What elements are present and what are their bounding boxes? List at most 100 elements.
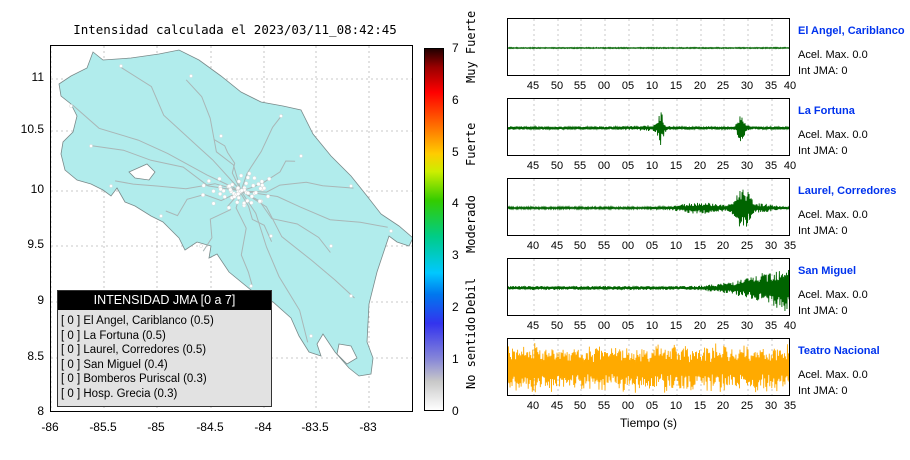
colorbar-label: No sentido — [459, 317, 483, 389]
map-y-tick: 9.5 — [27, 237, 44, 251]
time-tick: 10 — [669, 240, 683, 252]
colorbar-tick: 5 — [452, 144, 459, 159]
time-tick: 10 — [645, 160, 659, 172]
map-y-tick: 10 — [30, 182, 44, 196]
seismogram-trace — [508, 179, 789, 235]
legend-item: [ 0 ] Bomberos Puriscal (0.3) — [61, 373, 207, 385]
time-tick: 45 — [550, 400, 564, 412]
time-tick: 55 — [597, 400, 611, 412]
time-tick: 30 — [764, 400, 778, 412]
time-tick: 25 — [716, 320, 730, 332]
time-tick: 15 — [669, 320, 683, 332]
station-name: Laurel, Corredores — [798, 185, 897, 197]
time-tick: 20 — [716, 240, 730, 252]
time-tick: 40 — [526, 240, 540, 252]
time-tick: 50 — [550, 160, 564, 172]
time-tick: 35 — [764, 320, 778, 332]
seismogram-trace — [508, 19, 789, 75]
map-y-tick: 10.5 — [20, 122, 44, 136]
intensity-legend: INTENSIDAD JMA [0 a 7] [ 0 ] El Angel, C… — [57, 290, 272, 407]
map-title: Intensidad calculada el 2023/03/11_08:42… — [73, 22, 397, 37]
time-tick: 55 — [573, 160, 587, 172]
seismogram-panel — [507, 178, 790, 236]
station-int-jma: Int JMA: 0 — [798, 65, 848, 77]
station-int-jma: Int JMA: 0 — [798, 225, 848, 237]
time-tick: 50 — [550, 320, 564, 332]
time-tick: 05 — [621, 80, 635, 92]
time-tick: 35 — [764, 80, 778, 92]
seismogram-trace — [508, 99, 789, 155]
seismogram-panel — [507, 18, 790, 76]
map-x-tick: -83.5 — [301, 420, 329, 434]
seismogram-trace — [508, 259, 789, 315]
map-x-tick: -84 — [254, 420, 272, 434]
colorbar-label-text: Debil — [464, 277, 478, 314]
seismogram-trace — [508, 339, 789, 395]
time-tick: 35 — [764, 160, 778, 172]
time-tick: 25 — [716, 160, 730, 172]
colorbar-label: Muy Fuerte — [459, 11, 483, 83]
time-tick: 55 — [573, 80, 587, 92]
intensity-colorbar — [424, 48, 444, 411]
legend-title: INTENSIDAD JMA [0 a 7] — [58, 291, 271, 310]
time-tick: 50 — [550, 80, 564, 92]
time-tick: 05 — [621, 160, 635, 172]
time-tick: 05 — [621, 320, 635, 332]
colorbar-tick: 6 — [452, 92, 459, 107]
time-tick: 55 — [573, 320, 587, 332]
time-tick: 30 — [764, 240, 778, 252]
time-tick: 15 — [669, 80, 683, 92]
map-x-tick: -85 — [147, 420, 165, 434]
map-y-tick: 9 — [37, 293, 44, 307]
time-tick: 45 — [550, 240, 564, 252]
time-tick: 30 — [740, 80, 754, 92]
time-tick: 00 — [621, 400, 635, 412]
time-tick: 15 — [693, 240, 707, 252]
map-svg — [51, 46, 412, 411]
colorbar-tick: 2 — [452, 300, 459, 314]
colorbar-tick: 1 — [452, 351, 459, 366]
time-tick: 00 — [597, 80, 611, 92]
time-tick: 30 — [740, 160, 754, 172]
time-tick: 00 — [597, 160, 611, 172]
colorbar-tick: 3 — [452, 248, 459, 263]
time-tick: 25 — [740, 400, 754, 412]
map-x-tick: -85.5 — [89, 420, 117, 434]
time-tick: 20 — [693, 160, 707, 172]
map-x-tick: -83 — [359, 420, 377, 434]
legend-item: [ 0 ] San Miguel (0.4) — [61, 358, 168, 371]
time-tick: 45 — [526, 160, 540, 172]
legend-item: [ 0 ] El Angel, Cariblanco (0.5) — [61, 315, 214, 327]
colorbar-label: Debil — [459, 278, 483, 314]
time-tick: 25 — [716, 80, 730, 92]
time-tick: 05 — [645, 240, 659, 252]
station-name: La Fortuna — [798, 105, 855, 117]
colorbar-tick: 7 — [452, 41, 459, 55]
time-tick: 40 — [783, 80, 797, 92]
time-tick: 30 — [740, 320, 754, 332]
station-acel-max: Acel. Max. 0.0 — [798, 49, 868, 61]
station-acel-max: Acel. Max. 0.0 — [798, 289, 868, 301]
station-name: San Miguel — [798, 265, 857, 277]
station-acel-max: Acel. Max. 0.0 — [798, 129, 868, 141]
time-tick: 40 — [783, 320, 797, 332]
time-tick: 15 — [693, 400, 707, 412]
x-axis-title: Tiempo (s) — [620, 416, 677, 430]
station-int-jma: Int JMA: 0 — [798, 385, 848, 397]
time-tick: 45 — [526, 320, 540, 332]
time-tick: 35 — [783, 240, 797, 252]
time-tick: 00 — [597, 320, 611, 332]
station-acel-max: Acel. Max. 0.0 — [798, 369, 868, 381]
station-name: El Angel, Cariblanco — [798, 25, 905, 37]
seismogram-panel — [507, 258, 790, 316]
station-acel-max: Acel. Max. 0.0 — [798, 209, 868, 221]
station-int-jma: Int JMA: 0 — [798, 305, 848, 317]
station-int-jma: Int JMA: 0 — [798, 145, 848, 157]
seismogram-panel — [507, 338, 790, 396]
legend-item: [ 0 ] La Fortuna (0.5) — [61, 329, 166, 342]
time-tick: 10 — [645, 80, 659, 92]
colorbar-label-text: No sentido — [464, 316, 478, 389]
colorbar-tick: 0 — [452, 403, 459, 418]
time-tick: 20 — [716, 400, 730, 412]
colorbar-label: Moderado — [459, 195, 483, 253]
